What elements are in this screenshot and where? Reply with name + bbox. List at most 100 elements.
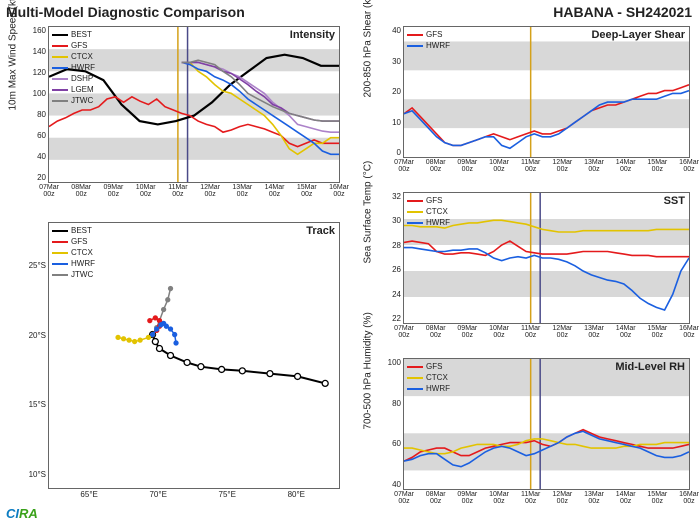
legend-swatch: [407, 34, 423, 36]
ytick-label: 24: [392, 291, 401, 299]
yticks: 010203040: [392, 27, 404, 157]
legend-item: CTCX: [52, 51, 95, 62]
legend-item: JTWC: [52, 269, 95, 280]
legend-swatch: [52, 241, 68, 243]
xtick-label: 15Mar00z: [647, 491, 667, 505]
ylabel-sst: Sea Surface Temp (°C): [363, 161, 374, 264]
xtick-label: 80°E: [288, 488, 305, 499]
legend-swatch: [52, 230, 68, 232]
panel-title-rh: Mid-Level RH: [615, 361, 685, 373]
track-marker: [174, 341, 178, 345]
xtick-label: 09Mar00z: [457, 491, 477, 505]
track-marker: [184, 359, 190, 365]
xtick-label: 08Mar00z: [426, 491, 446, 505]
legend-swatch: [407, 222, 423, 224]
xtick-label: 10Mar00z: [136, 184, 156, 198]
track-marker: [148, 319, 152, 323]
legend-label: HWRF: [71, 63, 95, 72]
legend-item: GFS: [407, 361, 450, 372]
xticks: 07Mar00z08Mar00z09Mar00z10Mar00z11Mar00z…: [404, 323, 689, 345]
legend-swatch: [407, 377, 423, 379]
track-marker: [239, 368, 245, 374]
xtick-label: 14Mar00z: [616, 325, 636, 339]
xtick-label: 08Mar00z: [71, 184, 91, 198]
track-marker: [169, 287, 173, 291]
ytick-label: 40: [33, 153, 46, 161]
ytick-label: 60: [33, 132, 46, 140]
xtick-label: 70°E: [149, 488, 166, 499]
xtick-label: 16Mar00z: [329, 184, 349, 198]
storm-id: HABANA - SH242021: [553, 4, 692, 20]
legend-sst: GFSCTCXHWRF: [407, 195, 450, 228]
legend-item: CTCX: [407, 372, 450, 383]
xtick-label: 11Mar00z: [168, 184, 187, 198]
panel-track: TrackBESTGFSCTCXHWRFJTWC10°S15°S20°S25°S…: [48, 222, 340, 489]
track-marker: [153, 316, 157, 320]
panel-rh: Mid-Level RHGFSCTCXHWRF40608010007Mar00z…: [403, 358, 690, 490]
legend-label: GFS: [426, 30, 442, 39]
ytick-label: 60: [388, 440, 401, 448]
xtick-label: 11Mar00z: [521, 491, 540, 505]
xtick-label: 65°E: [80, 488, 97, 499]
xtick-label: 12Mar00z: [552, 491, 572, 505]
track-marker: [168, 353, 174, 359]
xtick-label: 07Mar00z: [394, 325, 414, 339]
legend-label: LGEM: [71, 85, 94, 94]
ytick-label: 0: [392, 149, 401, 157]
xtick-label: 10Mar00z: [489, 159, 509, 173]
track-marker: [322, 380, 328, 386]
xticks: 07Mar00z08Mar00z09Mar00z10Mar00z11Mar00z…: [404, 489, 689, 511]
legend-item: CTCX: [52, 247, 95, 258]
xtick-label: 15Mar00z: [647, 159, 667, 173]
ytick-label: 20: [33, 174, 46, 182]
yticks: 222426283032: [392, 193, 404, 323]
legend-item: HWRF: [52, 258, 95, 269]
legend-label: BEST: [71, 30, 92, 39]
panel-intensity: IntensityBESTGFSCTCXHWRFDSHPLGEMJTWC2040…: [48, 26, 340, 183]
ytick-label: 26: [392, 266, 401, 274]
xtick-label: 13Mar00z: [584, 159, 604, 173]
xtick-label: 09Mar00z: [457, 159, 477, 173]
ytick-label: 80: [33, 111, 46, 119]
xtick-label: 11Mar00z: [521, 325, 540, 339]
legend-label: GFS: [426, 362, 442, 371]
ylabel-rh: 700-500 hPa Humidity (%): [363, 312, 374, 429]
legend-item: DSHP: [52, 73, 95, 84]
legend-item: HWRF: [407, 383, 450, 394]
ytick-label: 30: [392, 217, 401, 225]
panel-sst: SSTGFSCTCXHWRF22242628303207Mar00z08Mar0…: [403, 192, 690, 324]
legend-swatch: [52, 56, 68, 58]
legend-item: JTWC: [52, 95, 95, 106]
xtick-label: 10Mar00z: [489, 325, 509, 339]
main-title: Multi-Model Diagnostic Comparison: [6, 4, 245, 20]
legend-item: GFS: [52, 236, 95, 247]
track-marker: [146, 335, 150, 339]
legend-swatch: [407, 45, 423, 47]
xticks: 07Mar00z08Mar00z09Mar00z10Mar00z11Mar00z…: [404, 157, 689, 179]
xtick-label: 11Mar00z: [521, 159, 540, 173]
legend-item: LGEM: [52, 84, 95, 95]
panel-shear: Deep-Layer ShearGFSHWRF01020304007Mar00z…: [403, 26, 690, 158]
ytick-label: 160: [33, 27, 46, 35]
legend-label: HWRF: [426, 41, 450, 50]
legend-label: GFS: [71, 237, 87, 246]
xtick-label: 16Mar00z: [679, 325, 699, 339]
track-marker: [267, 371, 273, 377]
legend-rh: GFSCTCXHWRF: [407, 361, 450, 394]
yticks: 20406080100120140160: [33, 27, 49, 182]
xtick-label: 09Mar00z: [104, 184, 124, 198]
ytick-label: 140: [33, 48, 46, 56]
track-marker: [151, 333, 155, 337]
xtick-label: 16Mar00z: [679, 491, 699, 505]
legend-label: GFS: [71, 41, 87, 50]
panel-title-shear: Deep-Layer Shear: [591, 29, 685, 41]
track-marker: [155, 327, 159, 331]
track-marker: [166, 298, 170, 302]
legend-swatch: [52, 89, 68, 91]
legend-swatch: [52, 252, 68, 254]
legend-swatch: [407, 388, 423, 390]
ytick-label: 25°S: [29, 261, 49, 270]
xticks: 07Mar00z08Mar00z09Mar00z10Mar00z11Mar00z…: [49, 182, 339, 204]
xtick-label: 13Mar00z: [584, 325, 604, 339]
xtick-label: 13Mar00z: [232, 184, 252, 198]
